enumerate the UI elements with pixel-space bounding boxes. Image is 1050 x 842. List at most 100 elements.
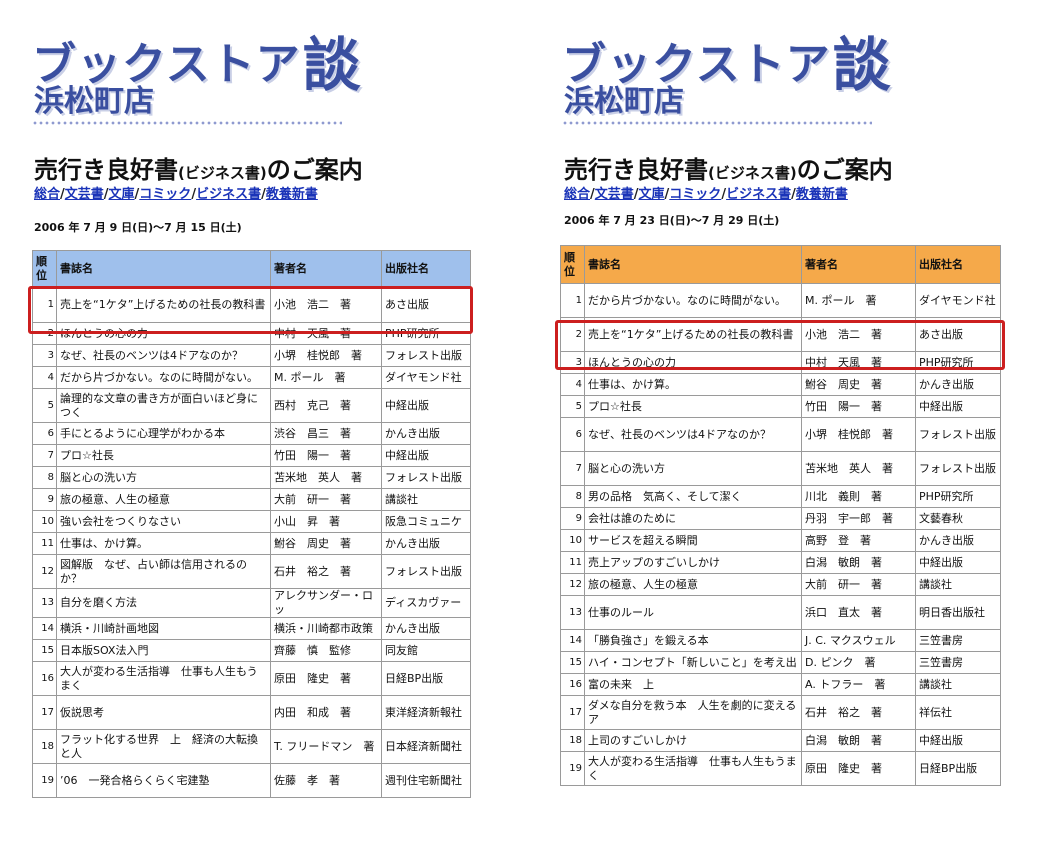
- nav-link-business[interactable]: ビジネス書: [726, 187, 792, 202]
- publisher-cell: 中経出版: [915, 551, 1001, 574]
- publisher-cell: PHP研究所: [915, 351, 1001, 374]
- table-row: 12 図解版 なぜ、占い師は信用されるのか？ 石井 裕之 著フォレスト出版: [32, 554, 471, 589]
- nav-link-business[interactable]: ビジネス書: [196, 187, 262, 202]
- page-title: 売行き良好書(ビジネス書)のご案内: [564, 156, 893, 184]
- column-header-rank: 順位: [32, 250, 57, 287]
- author-cell: 苫米地 英人 著: [801, 451, 916, 486]
- title-cell: 旅の極意、人生の極意: [584, 573, 802, 596]
- rank-cell: 3: [560, 351, 585, 374]
- table-row: 15 日本版SOX法入門 齊藤 慎 監修 同友館: [32, 639, 471, 662]
- title-cell: なぜ、社長のベンツは4ドアなのか？: [584, 417, 802, 452]
- store-logo: ブックストア談 浜松町店: [32, 4, 452, 119]
- store-logo: ブックストア談 浜松町店: [562, 4, 982, 119]
- column-header-author: 著者名: [801, 245, 916, 284]
- author-cell: M. ポール 著: [270, 366, 382, 389]
- table-row: 13 自分を磨く方法 アレクサンダー・ロッ ディスカヴァー: [32, 588, 471, 618]
- title-cell: 仕事のルール: [584, 595, 802, 630]
- title-cell: 図解版 なぜ、占い師は信用されるのか？: [56, 554, 271, 589]
- publisher-cell: フォレスト出版: [381, 466, 471, 489]
- author-cell: 川北 義則 著: [801, 485, 916, 508]
- title-cell: 仕事は、かけ算。: [584, 373, 802, 396]
- logo-text: ブックストア: [32, 39, 301, 90]
- column-header-publisher: 出版社名: [915, 245, 1001, 284]
- publisher-cell: ダイヤモンド社: [381, 366, 471, 389]
- table-row: 14 横浜・川崎計画地図 横浜・川崎都市政策 かんき出版: [32, 617, 471, 640]
- title-cell: プロ☆社長: [56, 444, 271, 467]
- publisher-cell: PHP研究所: [381, 322, 471, 345]
- nav-link-paperback[interactable]: 文庫: [638, 187, 665, 202]
- column-header-author: 著者名: [270, 250, 382, 287]
- table-row: 18 上司のすごいしかけ 白潟 敏朗 著中経出版: [560, 729, 1001, 752]
- title-cell: 会社は誰のために: [584, 507, 802, 530]
- rank-cell: 11: [560, 551, 585, 574]
- rank-cell: 13: [560, 595, 585, 630]
- rank-cell: 18: [560, 729, 585, 752]
- left-ranking-page: ブックストア談 浜松町店 売行き良好書(ビジネス書)のご案内 総合/文芸書/文庫…: [20, 0, 525, 842]
- nav-link-general[interactable]: 総合: [34, 187, 61, 202]
- title-cell: 売上アップのすごいしかけ: [584, 551, 802, 574]
- rank-cell: 2: [560, 317, 585, 352]
- title-cell: 仕事は、かけ算。: [56, 532, 271, 555]
- author-cell: 高野 登 著: [801, 529, 916, 552]
- author-cell: 竹田 陽一 著: [801, 395, 916, 418]
- table-row: 10 サービスを超える瞬間 高野 登 著かんき出版: [560, 529, 1001, 552]
- nav-link-education[interactable]: 教養新書: [795, 187, 848, 202]
- table-row: 19 大人が変わる生活指導 仕事も人生もうまく 原田 隆史 著日経BP出版: [560, 751, 1001, 786]
- publisher-cell: 中経出版: [381, 388, 471, 423]
- title-cell: ’06 一発合格らくらく宅建塾: [56, 763, 271, 798]
- title-cell: ほんとうの心の力: [56, 322, 271, 345]
- author-cell: 原田 隆史 著: [270, 661, 382, 696]
- author-cell: 中村 天風 著: [270, 322, 382, 345]
- ranking-table: 順位 書誌名 著者名 出版社名 1 売上を“1ケタ”上げるための社長の教科書 小池 …: [32, 250, 471, 798]
- rank-cell: 14: [560, 629, 585, 652]
- author-cell: 小山 昇 著: [270, 510, 382, 533]
- publisher-cell: ダイヤモンド社: [915, 283, 1001, 318]
- rank-cell: 2: [32, 322, 57, 345]
- title-cell: 仮説思考: [56, 695, 271, 730]
- publisher-cell: かんき出版: [381, 617, 471, 640]
- rank-cell: 14: [32, 617, 57, 640]
- title-cell: サービスを超える瞬間: [584, 529, 802, 552]
- table-row: 19’06 一発合格らくらく宅建塾 佐藤 孝 著週刊住宅新聞社: [32, 763, 471, 798]
- author-cell: 小堺 桂悦郎 著: [801, 417, 916, 452]
- table-row: 11 仕事は、かけ算。 鮒谷 周史 著かんき出版: [32, 532, 471, 555]
- publisher-cell: 祥伝社: [915, 695, 1001, 730]
- table-row: 6 なぜ、社長のベンツは4ドアなのか？ 小堺 桂悦郎 著フォレスト出版: [560, 417, 1001, 452]
- title-cell: 日本版SOX法入門: [56, 639, 271, 662]
- publisher-cell: 明日香出版社: [915, 595, 1001, 630]
- title-cell: 脳と心の洗い方: [56, 466, 271, 489]
- rank-cell: 6: [560, 417, 585, 452]
- title-cell: 大人が変わる生活指導 仕事も人生もうまく: [584, 751, 802, 786]
- nav-link-comic[interactable]: コミック: [139, 187, 192, 202]
- publisher-cell: 週刊住宅新聞社: [381, 763, 471, 798]
- publisher-cell: 講談社: [381, 488, 471, 511]
- table-row: 6 手にとるように心理学がわかる本 渋谷 昌三 著かんき出版: [32, 422, 471, 445]
- table-row: 7 プロ☆社長 竹田 陽一 著中経出版: [32, 444, 471, 467]
- table-row: 3 なぜ、社長のベンツは4ドアなのか？ 小堺 桂悦郎 著フォレスト出版: [32, 344, 471, 367]
- rank-cell: 7: [32, 444, 57, 467]
- author-cell: D. ピンク 著: [801, 651, 916, 674]
- author-cell: 原田 隆史 著: [801, 751, 916, 786]
- author-cell: A. トフラー 著: [801, 673, 916, 696]
- table-row: 17 ダメな自分を救う本 人生を劇的に変えるア 石井 裕之 著祥伝社: [560, 695, 1001, 730]
- logo-text: ブックストア: [562, 39, 831, 90]
- table-row: 13 仕事のルール 浜口 直太 著明日香出版社: [560, 595, 1001, 630]
- nav-link-general[interactable]: 総合: [564, 187, 591, 202]
- nav-link-literature[interactable]: 文芸書: [594, 187, 634, 202]
- title-cell: ハイ・コンセプト「新しいこと」を考え出: [584, 651, 802, 674]
- table-row: 16 富の未来 上 A. トフラー 著講談社: [560, 673, 1001, 696]
- nav-link-education[interactable]: 教養新書: [265, 187, 318, 202]
- date-range: 2006 年 7 月 23 日(日)～7 月 29 日(土): [564, 214, 780, 227]
- rank-cell: 5: [32, 388, 57, 423]
- nav-link-comic[interactable]: コミック: [669, 187, 722, 202]
- author-cell: 大前 研一 著: [270, 488, 382, 511]
- publisher-cell: あさ出版: [381, 286, 471, 323]
- date-range: 2006 年 7 月 9 日(日)～7 月 15 日(土): [34, 221, 242, 234]
- table-row: 8 男の品格 気高く、そして潔く 川北 義則 著 PHP研究所: [560, 485, 1001, 508]
- nav-link-literature[interactable]: 文芸書: [64, 187, 104, 202]
- store-branch-name: 浜松町店: [564, 84, 684, 119]
- nav-link-paperback[interactable]: 文庫: [108, 187, 135, 202]
- table-row: 11 売上アップのすごいしかけ 白潟 敏朗 著中経出版: [560, 551, 1001, 574]
- table-row: 5 プロ☆社長 竹田 陽一 著中経出版: [560, 395, 1001, 418]
- title-cell: 横浜・川崎計画地図: [56, 617, 271, 640]
